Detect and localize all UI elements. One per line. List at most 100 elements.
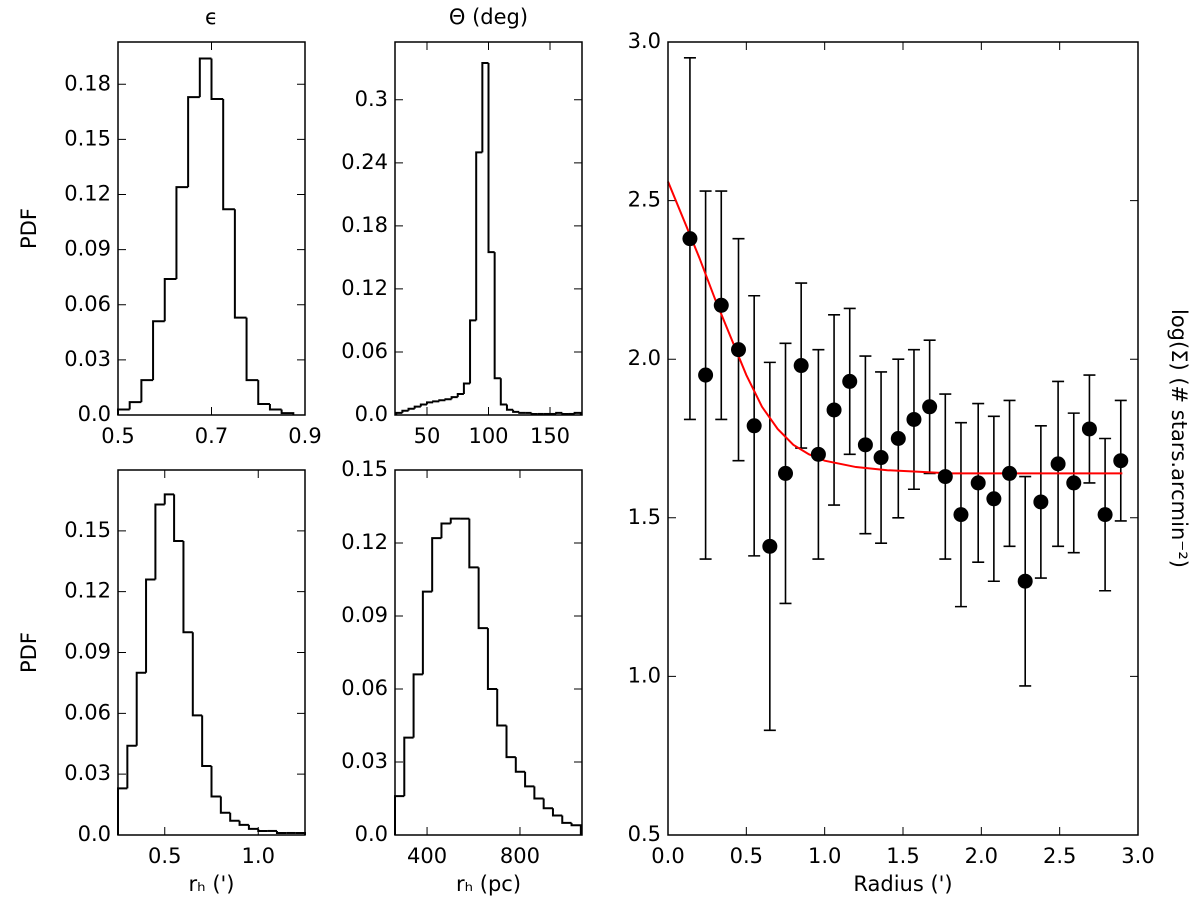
x-tick-label: 3.0 — [1121, 844, 1154, 868]
histogram-step — [173, 494, 184, 542]
y-tick-label: 0.0 — [355, 822, 388, 846]
plot-frame — [667, 41, 1139, 836]
data-point — [731, 342, 746, 358]
histogram-step — [403, 736, 414, 797]
x-tick-label: 2.5 — [1043, 844, 1076, 868]
y-tick-label: 0.18 — [341, 213, 388, 237]
y-tick-label: 0.3 — [355, 87, 388, 111]
data-point — [746, 418, 762, 434]
histogram-step — [561, 815, 572, 824]
x-tick-label: 1.0 — [808, 844, 841, 868]
histogram-step — [431, 537, 442, 592]
y-tick-label: 0.15 — [64, 126, 111, 150]
y-tick-label: 0.03 — [64, 761, 111, 785]
y-tick-label: 0.06 — [64, 700, 111, 724]
histogram-step — [542, 798, 553, 810]
plot-frame — [117, 469, 306, 836]
histogram-step — [450, 396, 458, 400]
histogram-step — [126, 744, 137, 789]
histogram-step — [191, 632, 203, 717]
histogram-step — [135, 671, 147, 746]
y-axis-label: PDF — [17, 208, 41, 249]
data-point — [810, 446, 826, 462]
histogram-step — [175, 186, 189, 280]
histogram-step — [275, 830, 287, 834]
histogram-step — [486, 628, 498, 690]
histogram-step — [419, 403, 427, 407]
histogram-step — [140, 379, 154, 403]
histogram-step — [505, 404, 514, 411]
histogram-step — [257, 828, 268, 832]
histogram-step — [152, 320, 165, 381]
y-tick-label: 0.09 — [341, 603, 388, 627]
x-tick-label: 400 — [407, 844, 447, 868]
x-tick-label: 100 — [468, 424, 508, 448]
histogram-step — [117, 787, 128, 835]
y-tick-label: 0.03 — [64, 347, 111, 371]
histogram-step — [394, 795, 405, 835]
y-tick-label: 0.06 — [64, 292, 111, 316]
histogram-step — [481, 62, 489, 153]
data-point — [970, 475, 986, 491]
y-tick-label: 0.12 — [341, 276, 388, 300]
data-point — [713, 297, 729, 313]
data-point — [1002, 465, 1018, 481]
data-point — [1097, 507, 1113, 523]
x-tick-label: 150 — [530, 424, 570, 448]
histogram-step — [533, 786, 544, 800]
x-axis-label: Radius (') — [853, 872, 952, 896]
y-tick-label: 0.0 — [78, 402, 111, 426]
histogram-step — [401, 409, 409, 413]
histogram-step — [432, 400, 440, 403]
x-tick-label: 800 — [500, 844, 540, 868]
panel-title: Θ (deg) — [449, 5, 528, 29]
histogram-step — [154, 503, 165, 580]
histogram-step — [512, 409, 520, 413]
y-tick-label: 1.5 — [628, 505, 661, 529]
y-tick-label: 0.18 — [64, 71, 111, 95]
y-tick-label: 0.12 — [64, 182, 111, 206]
panel-title: ϵ — [205, 5, 218, 29]
x-tick-label: 0.5 — [101, 424, 134, 448]
histogram-step — [524, 771, 535, 788]
histogram-step — [496, 689, 507, 727]
histogram-step — [440, 522, 451, 539]
histogram-step — [505, 725, 516, 759]
y-tick-label: 0.0 — [78, 822, 111, 846]
fit-line — [667, 181, 1123, 475]
histogram-step — [280, 409, 295, 415]
x-axis-label: rₕ (') — [189, 872, 235, 896]
x-tick-label: 0.5 — [148, 844, 181, 868]
data-point — [842, 373, 858, 389]
y-tick-label: 0.0 — [355, 402, 388, 426]
histogram-step — [128, 401, 142, 410]
histogram-step — [187, 96, 200, 188]
data-point — [1081, 421, 1097, 437]
histogram-step — [456, 392, 464, 398]
histogram-step — [407, 407, 415, 411]
y-axis-label: PDF — [17, 632, 41, 673]
x-tick-label: 0.5 — [730, 844, 763, 868]
y-tick-label: 0.06 — [341, 676, 388, 700]
histogram-step — [163, 278, 177, 322]
x-tick-label: 2.0 — [965, 844, 998, 868]
x-tick-label: 0.9 — [288, 424, 321, 448]
data-point — [762, 538, 778, 554]
data-point — [906, 411, 922, 427]
data-point — [1113, 453, 1129, 469]
y-axis-label: log(Σ) (# stars.arcmin⁻²) — [1167, 309, 1191, 568]
data-point — [698, 367, 714, 383]
histogram-step — [201, 715, 212, 768]
y-tick-label: 0.06 — [341, 339, 388, 363]
histogram-step — [493, 252, 501, 380]
histogram-step — [469, 319, 477, 384]
y-tick-label: 0.5 — [628, 822, 661, 846]
histogram-step — [561, 412, 569, 415]
histogram-step — [438, 399, 446, 402]
y-tick-label: 2.0 — [628, 346, 661, 370]
histogram-step — [514, 757, 526, 773]
histogram-step — [117, 408, 130, 415]
histogram-step — [210, 766, 221, 798]
plot-frame — [394, 41, 583, 416]
